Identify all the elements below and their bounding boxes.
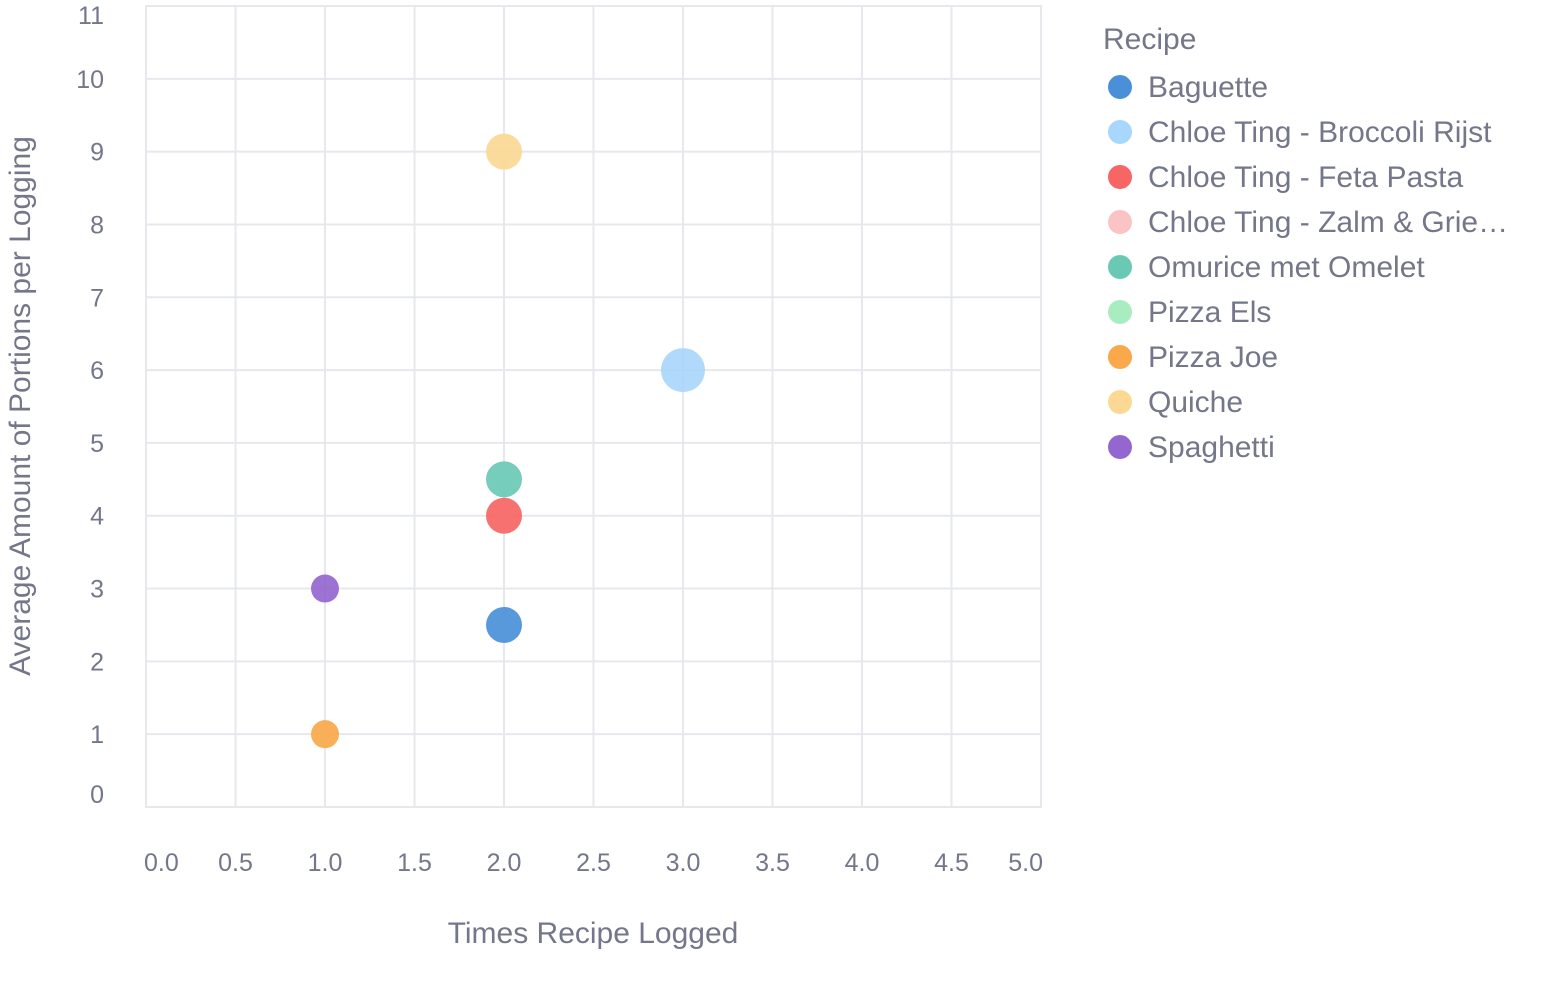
legend-label: Chloe Ting - Broccoli Rijst <box>1148 116 1492 149</box>
legend-label: Chloe Ting - Zalm & Grie… <box>1148 206 1508 239</box>
axes: 0.0 0.5 1.0 1.5 2.0 2.5 3.0 3.5 4.0 4.5 5.0 0 1 2 3 4 5 6… <box>76 2 1043 877</box>
legend-item[interactable]: Pizza Joe <box>1108 341 1278 374</box>
x-tick-label: 3.0 <box>666 849 701 877</box>
legend-swatch <box>1108 435 1132 459</box>
data-point[interactable] <box>486 606 522 643</box>
x-tick-label: 5.0 <box>1008 849 1043 877</box>
x-tick-label: 0.0 <box>144 849 179 877</box>
legend-swatch <box>1108 210 1132 234</box>
legend-swatch <box>1108 300 1132 324</box>
legend-label: Omurice met Omelet <box>1148 251 1425 284</box>
y-tick-label: 7 <box>90 284 104 312</box>
data-point[interactable] <box>486 461 522 498</box>
data-point[interactable] <box>311 574 339 603</box>
legend-item[interactable]: Spaghetti <box>1108 431 1275 464</box>
y-tick-label: 6 <box>90 357 104 385</box>
legend-item[interactable]: Baguette <box>1108 71 1268 104</box>
x-tick-label: 1.0 <box>308 849 343 877</box>
y-tick-label: 8 <box>90 211 104 239</box>
legend-item[interactable]: Omurice met Omelet <box>1108 251 1425 284</box>
x-tick-label: 3.5 <box>755 849 790 877</box>
x-tick-label: 1.5 <box>397 849 432 877</box>
y-tick-label: 5 <box>90 430 104 458</box>
x-tick-label: 0.5 <box>218 849 253 877</box>
legend-swatch <box>1108 75 1132 99</box>
x-tick-label: 4.0 <box>845 849 880 877</box>
data-point[interactable] <box>311 720 339 749</box>
data-point[interactable] <box>661 348 705 393</box>
y-tick-label: 1 <box>90 721 104 749</box>
y-tick-label: 2 <box>90 648 104 676</box>
legend-swatch <box>1108 255 1132 279</box>
legend-label: Pizza Els <box>1148 296 1271 329</box>
legend: Recipe Baguette Chloe Ting - Broccoli Rij… <box>1103 23 1508 464</box>
grid-lines <box>145 5 1042 808</box>
legend-swatch <box>1108 345 1132 369</box>
legend-item[interactable]: Pizza Els <box>1108 296 1271 329</box>
legend-swatch <box>1108 390 1132 414</box>
legend-label: Quiche <box>1148 386 1243 419</box>
legend-item[interactable]: Quiche <box>1108 386 1243 419</box>
data-point[interactable] <box>486 497 522 534</box>
x-tick-label: 2.5 <box>576 849 611 877</box>
legend-item[interactable]: Chloe Ting - Feta Pasta <box>1108 161 1463 194</box>
y-tick-label: 0 <box>90 781 104 809</box>
legend-title: Recipe <box>1103 23 1196 56</box>
y-tick-label: 4 <box>90 503 104 531</box>
y-tick-label: 11 <box>78 2 104 30</box>
legend-label: Pizza Joe <box>1148 341 1278 374</box>
legend-swatch <box>1108 120 1132 144</box>
legend-label: Chloe Ting - Feta Pasta <box>1148 161 1463 194</box>
legend-item[interactable]: Chloe Ting - Broccoli Rijst <box>1108 116 1492 149</box>
legend-item[interactable]: Chloe Ting - Zalm & Grie… <box>1108 206 1508 239</box>
data-points <box>311 133 705 749</box>
legend-swatch <box>1108 165 1132 189</box>
legend-label: Spaghetti <box>1148 431 1275 464</box>
data-point[interactable] <box>486 133 522 170</box>
x-tick-label: 2.0 <box>487 849 522 877</box>
legend-label: Baguette <box>1148 71 1268 104</box>
y-tick-label: 9 <box>90 139 104 167</box>
x-tick-label: 4.5 <box>934 849 969 877</box>
x-axis-label: Times Recipe Logged <box>448 917 739 950</box>
y-tick-label: 10 <box>76 66 104 94</box>
y-axis-label: Average Amount of Portions per Logging <box>4 136 37 676</box>
y-tick-label: 3 <box>90 576 104 604</box>
